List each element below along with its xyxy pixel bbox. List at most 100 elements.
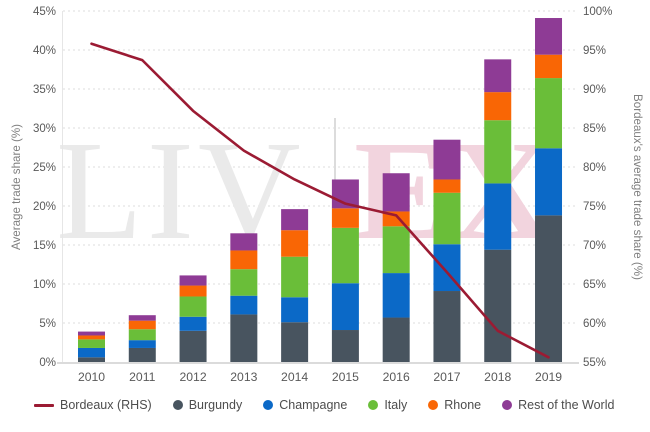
legend-item-champagne: Champagne [263, 398, 347, 412]
bar-segment-burgundy-2015 [331, 330, 359, 362]
bar-segment-rhone-2010 [78, 335, 105, 340]
left-axis-title: Average trade share (%) [10, 124, 23, 250]
bar-segment-rest-of-the-world-2019 [535, 18, 563, 55]
champagne-dot-marker-icon [263, 400, 274, 410]
left-tick-label: 25% [33, 162, 56, 174]
bar-segment-rhone-2017 [433, 179, 461, 193]
bar-segment-burgundy-2014 [281, 322, 309, 362]
chart-legend: Bordeaux (RHS) Burgundy Champagne Italy … [34, 398, 614, 412]
left-tick-label: 45% [33, 6, 56, 18]
bar-segment-rest-of-the-world-2011 [128, 315, 156, 321]
bar-segment-burgundy-2019 [535, 215, 563, 362]
bar-segment-rest-of-the-world-2017 [433, 139, 461, 180]
bar-segment-italy-2013 [230, 269, 258, 296]
rest-of-world-dot-marker-icon [502, 400, 513, 410]
bar-segment-rhone-2019 [535, 54, 563, 79]
bar-segment-rest-of-the-world-2013 [230, 233, 258, 251]
bar-segment-rest-of-the-world-2016 [382, 173, 410, 212]
x-axis-label-2013: 2013 [230, 370, 257, 384]
bar-segment-rhone-2015 [331, 208, 359, 228]
bar-segment-italy-2017 [433, 192, 461, 245]
watermark-liv-text: LIV [56, 111, 305, 269]
bar-segment-burgundy-2011 [128, 347, 156, 362]
left-tick-label: 40% [33, 45, 56, 57]
x-axis-label-2016: 2016 [383, 370, 410, 384]
x-axis-label-2010: 2010 [78, 370, 105, 384]
italy-dot-marker-icon [368, 400, 379, 410]
legend-label-champagne: Champagne [279, 398, 348, 412]
legend-item-burgundy: Burgundy [172, 398, 243, 412]
bar-segment-rhone-2018 [484, 92, 512, 121]
right-tick-label: 70% [583, 240, 606, 252]
bar-segment-rhone-2012 [179, 285, 207, 297]
bar-segment-champagne-2010 [78, 347, 105, 358]
bar-segment-burgundy-2012 [179, 330, 207, 362]
bar-segment-rhone-2011 [128, 320, 156, 330]
bar-segment-rest-of-the-world-2012 [179, 275, 207, 286]
x-axis-label-2018: 2018 [484, 370, 511, 384]
bar-segment-burgundy-2016 [382, 317, 410, 362]
right-tick-label: 75% [583, 201, 606, 213]
left-tick-label: 5% [39, 318, 56, 330]
legend-label-burgundy: Burgundy [188, 398, 243, 412]
bar-segment-italy-2011 [128, 329, 156, 341]
bar-segment-champagne-2019 [535, 148, 563, 216]
bar-segment-burgundy-2013 [230, 314, 258, 362]
bar-segment-burgundy-2010 [78, 357, 105, 362]
left-tick-label: 15% [33, 240, 56, 252]
right-tick-label: 55% [583, 357, 606, 369]
bar-segment-champagne-2012 [179, 316, 207, 331]
bar-segment-italy-2018 [484, 120, 512, 184]
bar-segment-italy-2014 [281, 256, 309, 298]
right-tick-label: 85% [583, 123, 606, 135]
x-axis-label-2011: 2011 [129, 370, 155, 384]
left-tick-label: 20% [33, 201, 56, 213]
rhone-dot-marker-icon [428, 400, 439, 410]
chart-plot-area: LIVEX0%5%10%15%20%25%30%35%40%45%55%60%6… [10, 6, 644, 384]
bar-segment-rest-of-the-world-2018 [484, 59, 512, 93]
bar-segment-italy-2010 [78, 339, 105, 348]
bar-segment-champagne-2014 [281, 297, 309, 323]
bar-segment-champagne-2015 [331, 283, 359, 331]
bar-segment-champagne-2016 [382, 273, 410, 318]
legend-label-bordeaux: Bordeaux (RHS) [60, 398, 152, 412]
bar-segment-champagne-2018 [484, 183, 512, 250]
right-tick-label: 65% [583, 279, 606, 291]
right-tick-label: 95% [583, 45, 606, 57]
left-tick-label: 10% [33, 279, 56, 291]
right-tick-label: 90% [583, 84, 606, 96]
x-axis-label-2014: 2014 [281, 370, 308, 384]
legend-item-italy: Italy [368, 398, 407, 412]
bar-segment-rest-of-the-world-2010 [78, 331, 105, 336]
burgundy-dot-marker-icon [172, 400, 183, 410]
bar-segment-burgundy-2017 [433, 291, 461, 362]
x-axis-label-2012: 2012 [179, 370, 206, 384]
bar-segment-italy-2016 [382, 226, 410, 274]
bar-segment-rhone-2014 [281, 230, 309, 257]
right-tick-label: 80% [583, 162, 606, 174]
right-tick-label: 60% [583, 318, 606, 330]
left-tick-label: 30% [33, 123, 56, 135]
legend-item-rhone: Rhone [428, 398, 481, 412]
legend-label-rhone: Rhone [444, 398, 482, 412]
bordeaux-line-marker-icon [34, 403, 54, 407]
bar-segment-rest-of-the-world-2014 [281, 209, 309, 231]
right-tick-label: 100% [583, 6, 612, 18]
legend-label-rest-of-world: Rest of the World [518, 398, 615, 412]
right-axis-title: Bordeaux's average trade share (%) [631, 94, 644, 280]
bar-segment-italy-2019 [535, 78, 563, 149]
x-axis-label-2019: 2019 [535, 370, 562, 384]
bar-segment-champagne-2011 [128, 340, 156, 348]
bar-segment-rhone-2013 [230, 250, 258, 270]
bordeaux-rhs-line [90, 42, 550, 359]
bar-segment-champagne-2013 [230, 295, 258, 315]
bar-segment-italy-2015 [331, 227, 359, 284]
legend-label-italy: Italy [384, 398, 408, 412]
legend-item-bordeaux: Bordeaux (RHS) [34, 398, 152, 412]
left-tick-label: 0% [39, 357, 56, 369]
x-axis-label-2017: 2017 [433, 370, 460, 384]
left-tick-label: 35% [33, 84, 56, 96]
bar-segment-burgundy-2018 [484, 249, 512, 362]
bar-segment-italy-2012 [179, 296, 207, 317]
